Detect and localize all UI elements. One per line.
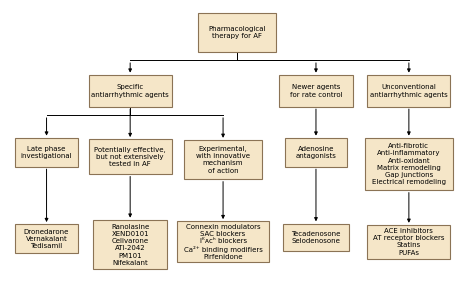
- Text: Connexin modulators
SAC blockers
Iᴷᴀᴄʰ blockers
Ca²⁺ binding modifiers
Pirfenido: Connexin modulators SAC blockers Iᴷᴀᴄʰ b…: [183, 224, 263, 260]
- FancyBboxPatch shape: [89, 75, 172, 107]
- Text: Ranolasine
XEND0101
Celivarone
ATI-2042
PM101
Nifekalant: Ranolasine XEND0101 Celivarone ATI-2042 …: [111, 224, 149, 266]
- Text: ACE inhibitors
AT receptor blockers
Statins
PUFAs: ACE inhibitors AT receptor blockers Stat…: [373, 228, 445, 256]
- Text: Pharmacological
therapy for AF: Pharmacological therapy for AF: [208, 26, 266, 39]
- Text: Newer agents
for rate control: Newer agents for rate control: [290, 84, 342, 97]
- FancyBboxPatch shape: [93, 220, 167, 269]
- Text: Specific
antiarrhythmic agents: Specific antiarrhythmic agents: [91, 84, 169, 97]
- FancyBboxPatch shape: [367, 225, 450, 259]
- FancyBboxPatch shape: [279, 75, 353, 107]
- Text: Tecadenosone
Selodenosone: Tecadenosone Selodenosone: [292, 231, 341, 244]
- FancyBboxPatch shape: [177, 222, 269, 262]
- Text: Adenosine
antagonists: Adenosine antagonists: [295, 146, 337, 159]
- FancyBboxPatch shape: [365, 138, 453, 190]
- FancyBboxPatch shape: [16, 138, 78, 167]
- FancyBboxPatch shape: [89, 139, 172, 174]
- Text: Experimental,
with innovative
mechanism
of action: Experimental, with innovative mechanism …: [196, 146, 250, 174]
- Text: Potentially effective,
but not extensively
tested in AF: Potentially effective, but not extensive…: [94, 147, 166, 167]
- Text: Dronedarone
Vernakalant
Tedisamil: Dronedarone Vernakalant Tedisamil: [24, 229, 69, 249]
- FancyBboxPatch shape: [198, 13, 276, 52]
- FancyBboxPatch shape: [367, 75, 450, 107]
- Text: Late phase
investigational: Late phase investigational: [21, 146, 73, 159]
- FancyBboxPatch shape: [184, 140, 262, 179]
- FancyBboxPatch shape: [285, 138, 347, 167]
- FancyBboxPatch shape: [16, 224, 78, 253]
- FancyBboxPatch shape: [283, 224, 349, 251]
- Text: Anti-fibrotic
Anti-inflammatory
Anti-oxidant
Matrix remodeling
Gap junctions
Ele: Anti-fibrotic Anti-inflammatory Anti-oxi…: [372, 143, 446, 185]
- Text: Unconventional
antiarrhythmic agents: Unconventional antiarrhythmic agents: [370, 84, 448, 97]
